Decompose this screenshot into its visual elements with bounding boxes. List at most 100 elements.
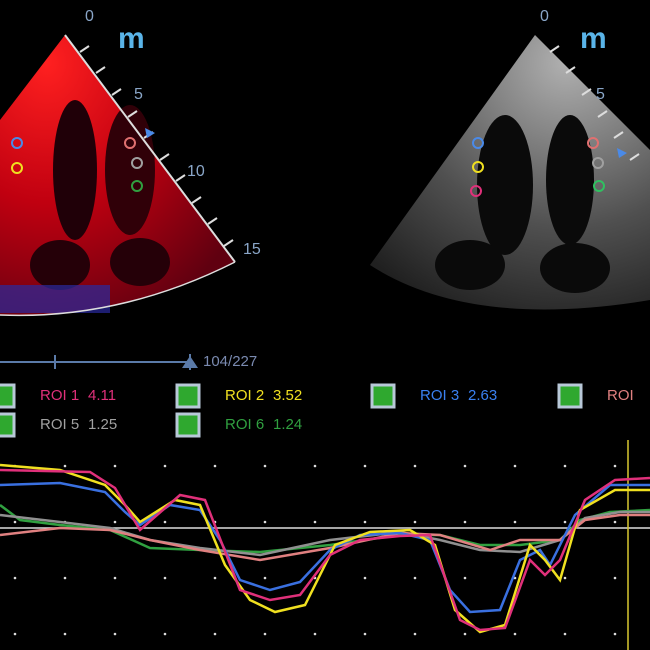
chamber — [477, 115, 533, 255]
chamber — [546, 115, 594, 245]
frame-counter: 104/227 — [203, 353, 257, 370]
roi-marker — [472, 137, 484, 149]
grid-dot — [513, 464, 517, 468]
grid-dot — [263, 632, 267, 636]
roi-name: ROI 3 — [420, 387, 459, 404]
grid-dot — [363, 520, 367, 524]
roi-value: 1.25 — [88, 416, 117, 433]
focus-marker — [617, 148, 627, 158]
grid-dot — [613, 576, 617, 580]
grid-dot — [13, 632, 17, 636]
trace-roi2 — [0, 463, 650, 634]
sector-edge — [64, 34, 236, 263]
depth-label: 0 — [540, 8, 549, 25]
grid-dot — [13, 520, 17, 524]
focus-marker — [145, 128, 155, 138]
grid-dot — [213, 464, 217, 468]
grid-dot — [313, 464, 317, 468]
grid-dot — [113, 520, 117, 524]
roi-marker — [131, 180, 143, 192]
roi-value: 4.11 — [88, 387, 116, 404]
grid-dot — [563, 576, 567, 580]
roi-name: ROI — [607, 387, 634, 404]
roi-marker — [470, 185, 482, 197]
grid-dot — [463, 464, 467, 468]
roi-name: ROI 5 — [40, 416, 79, 433]
roi-toggle[interactable] — [0, 412, 16, 438]
grid-dot — [63, 576, 67, 580]
depth-ticks — [549, 45, 640, 161]
roi-value: 3.52 — [273, 387, 302, 404]
roi-value: 1.24 — [273, 416, 302, 433]
sector-edge — [0, 261, 236, 317]
roi-toggle[interactable] — [175, 412, 201, 438]
grid-dot — [313, 520, 317, 524]
roi-toggle[interactable] — [0, 383, 16, 409]
roi-legend: ROI 1 4.11 ROI 2 3.52 ROI 3 2.63 ROI ROI 5 1.25 R… — [0, 383, 634, 438]
grid-dot — [263, 520, 267, 524]
roi-toggle[interactable] — [175, 383, 201, 409]
chamber — [30, 240, 90, 290]
grid-dot — [613, 520, 617, 524]
roi-marker — [593, 180, 605, 192]
grid-dot — [63, 464, 67, 468]
grid-dot — [63, 632, 67, 636]
trace-roi1 — [0, 468, 650, 632]
depth-label: 0 — [85, 8, 94, 25]
grid-dot — [413, 632, 417, 636]
logo: m — [580, 22, 607, 55]
grid-dot — [413, 576, 417, 580]
grid-dot — [163, 464, 167, 468]
grid-dot — [13, 576, 17, 580]
grid-dot — [613, 632, 617, 636]
flow-region — [0, 285, 110, 313]
depth-label: 5 — [596, 86, 605, 103]
chamber — [53, 100, 97, 240]
chamber — [110, 238, 170, 286]
logo: m — [118, 22, 145, 55]
grid-dot — [113, 576, 117, 580]
roi-marker — [592, 157, 604, 169]
roi-marker — [587, 137, 599, 149]
roi-marker — [11, 137, 23, 149]
grid-dot — [513, 520, 517, 524]
grid-dot — [363, 632, 367, 636]
chamber — [435, 240, 505, 290]
grid-dot — [413, 464, 417, 468]
roi-name: ROI 6 — [225, 416, 264, 433]
depth-label: 5 — [134, 86, 143, 103]
grid-dot — [313, 632, 317, 636]
roi-toggle[interactable] — [557, 383, 583, 409]
grid-dot — [213, 632, 217, 636]
roi-marker — [124, 137, 136, 149]
grid-dot — [163, 632, 167, 636]
grid-dot — [163, 520, 167, 524]
roi-marker — [131, 157, 143, 169]
grid-dot — [463, 576, 467, 580]
grid-dot — [163, 576, 167, 580]
roi-value: 2.63 — [468, 387, 497, 404]
grid-dot — [213, 576, 217, 580]
grid-dot — [563, 520, 567, 524]
grid-dot — [413, 520, 417, 524]
chamber — [540, 243, 610, 293]
roi-marker — [472, 161, 484, 173]
depth-label: 15 — [243, 241, 261, 258]
grid-dot — [463, 520, 467, 524]
chamber — [105, 105, 155, 235]
grid-dot — [113, 464, 117, 468]
grid-dot — [363, 576, 367, 580]
grid-dot — [113, 632, 117, 636]
grid-dot — [563, 632, 567, 636]
grid-dot — [363, 464, 367, 468]
grid-dot — [463, 632, 467, 636]
roi-name: ROI 1 — [40, 387, 79, 404]
grid-dot — [613, 464, 617, 468]
grid-dot — [563, 464, 567, 468]
roi-marker — [11, 162, 23, 174]
grid-dot — [263, 464, 267, 468]
roi-name: ROI 2 — [225, 387, 264, 404]
grid-dot — [263, 576, 267, 580]
roi-toggle[interactable] — [370, 383, 396, 409]
